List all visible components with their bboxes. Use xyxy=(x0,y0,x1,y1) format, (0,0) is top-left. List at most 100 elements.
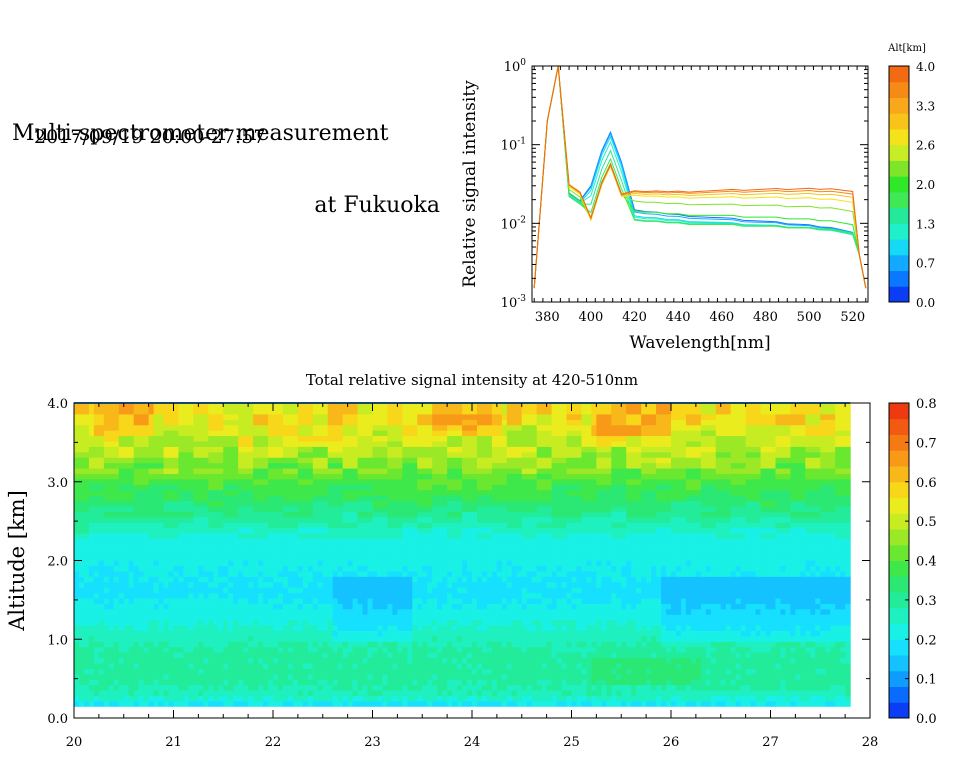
heatmap-cell xyxy=(188,560,194,567)
heatmap-cell xyxy=(213,511,219,518)
heatmap-cell xyxy=(258,473,264,480)
heatmap-cell xyxy=(103,635,110,642)
heatmap-cell xyxy=(397,624,403,631)
heatmap-cell xyxy=(178,413,185,420)
heatmap-cell xyxy=(317,440,324,447)
heatmap-cell xyxy=(392,608,398,615)
heatmap-cell xyxy=(422,527,428,534)
heatmap-cell xyxy=(332,554,339,561)
heatmap-cell xyxy=(148,630,155,637)
heatmap-cell xyxy=(491,413,498,420)
heatmap-cell xyxy=(88,532,95,539)
heatmap-cell xyxy=(163,673,170,680)
heatmap-cell xyxy=(248,446,254,453)
heatmap-cell xyxy=(173,641,180,648)
heatmap-cell xyxy=(372,673,379,680)
heatmap-cell xyxy=(486,635,493,642)
heatmap-cell xyxy=(193,451,199,458)
heatmap-cell xyxy=(447,430,453,437)
heatmap-cell xyxy=(173,549,180,556)
heatmap-cell xyxy=(362,560,369,567)
heatmap-cell xyxy=(347,408,354,415)
heatmap-cell xyxy=(462,592,468,599)
y-tick-label: 10-3 xyxy=(501,294,527,311)
heatmap-cell xyxy=(476,576,483,583)
heatmap-cell xyxy=(317,576,324,583)
heatmap-cell xyxy=(332,462,339,469)
heatmap-cell xyxy=(407,522,413,529)
heatmap-cell xyxy=(442,403,448,410)
heatmap-cell xyxy=(486,576,493,583)
heatmap-cell xyxy=(148,473,155,480)
heatmap-cell xyxy=(143,565,150,572)
heatmap-cell xyxy=(362,641,369,648)
heatmap-cell xyxy=(103,446,110,453)
heatmap-cell xyxy=(258,522,264,529)
heatmap-cell xyxy=(277,587,284,594)
heatmap-cell xyxy=(88,603,95,610)
heatmap-cell xyxy=(317,684,324,691)
heatmap-cell xyxy=(287,467,294,474)
heatmap-cell xyxy=(437,403,443,410)
heatmap-cell xyxy=(402,435,408,442)
heatmap-cell xyxy=(143,603,150,610)
heatmap-cell xyxy=(218,446,224,453)
heatmap-cell xyxy=(412,527,418,534)
heatmap-cell xyxy=(198,576,204,583)
heatmap-cell xyxy=(113,652,120,659)
heatmap-cell xyxy=(88,522,95,529)
heatmap-cell xyxy=(178,587,185,594)
heatmap-cell xyxy=(138,662,145,669)
heatmap-cell xyxy=(377,484,384,491)
heatmap-cell xyxy=(163,419,170,426)
heatmap-cell xyxy=(243,657,249,664)
heatmap-cell xyxy=(387,624,393,631)
heatmap-cell xyxy=(427,646,433,653)
heatmap-cell xyxy=(322,597,329,604)
heatmap-cell xyxy=(273,597,279,604)
heatmap-cell xyxy=(397,646,403,653)
heatmap-cell xyxy=(417,657,423,664)
heatmap-cell xyxy=(178,430,185,437)
heatmap-cell xyxy=(287,657,294,664)
heatmap-cell xyxy=(208,451,214,458)
heatmap-cell xyxy=(327,408,334,415)
legend-color-swatch xyxy=(889,254,909,272)
heatmap-cell xyxy=(193,554,199,561)
heatmap-cell xyxy=(352,576,359,583)
heatmap-cell xyxy=(183,619,190,626)
heatmap-cell xyxy=(372,635,379,642)
heatmap-cell xyxy=(467,532,473,539)
heatmap-cell xyxy=(103,495,110,502)
heatmap-cell xyxy=(228,435,234,442)
heatmap-cell xyxy=(402,673,408,680)
heatmap-cell xyxy=(218,608,224,615)
heatmap-cell xyxy=(481,478,488,485)
heatmap-cell xyxy=(427,603,433,610)
heatmap-cell xyxy=(158,462,165,469)
heatmap-cell xyxy=(382,538,389,545)
heatmap-cell xyxy=(208,430,214,437)
heatmap-cell xyxy=(88,570,95,577)
heatmap-cell xyxy=(422,484,428,491)
heatmap-cell xyxy=(253,549,259,556)
heatmap-cell xyxy=(387,560,393,567)
heatmap-cell xyxy=(103,679,110,686)
heatmap-cell xyxy=(327,700,334,707)
heatmap-cell xyxy=(357,484,364,491)
heatmap-cell xyxy=(173,403,180,410)
heatmap-cell xyxy=(282,527,289,534)
heatmap-cell xyxy=(332,630,339,637)
heatmap-cell xyxy=(302,684,309,691)
heatmap-cell xyxy=(437,543,443,550)
heatmap-cell xyxy=(143,679,150,686)
heatmap-cell xyxy=(228,500,234,507)
heatmap-cell xyxy=(263,576,269,583)
heatmap-cell xyxy=(113,619,120,626)
heatmap-cell xyxy=(312,560,319,567)
heatmap-cell xyxy=(183,554,190,561)
heatmap-cell xyxy=(88,538,95,545)
heatmap-cell xyxy=(352,511,359,518)
heatmap-cell xyxy=(377,592,384,599)
heatmap-cell xyxy=(337,592,344,599)
